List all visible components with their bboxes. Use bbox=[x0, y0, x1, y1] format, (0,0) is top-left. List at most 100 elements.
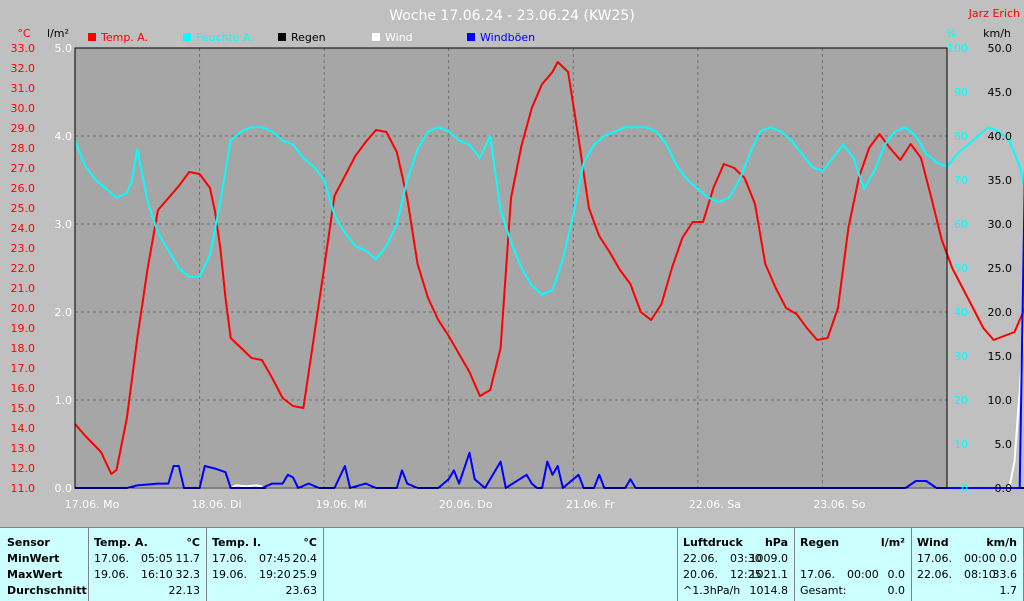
stats-temp_i-block: Temp. I. °C 17.06. 07:45 20.4 19.06. 19:20 25.9… bbox=[207, 528, 324, 601]
stats-regen-time: 00:00 bbox=[847, 568, 879, 581]
wind-tick-label: 5.0 bbox=[995, 438, 1013, 451]
stats-row-label: MaxWert bbox=[7, 568, 63, 581]
stats-row-label: MinWert bbox=[7, 552, 60, 565]
wind-tick-label: 30.0 bbox=[988, 218, 1013, 231]
legend-label: Windböen bbox=[480, 31, 535, 44]
day-tick-label: 21.06. Fr bbox=[566, 498, 615, 511]
series-line-1 bbox=[74, 126, 1024, 296]
grid bbox=[75, 48, 947, 488]
humidity-tick-label: 70 bbox=[954, 174, 968, 187]
stats-temp_i-value: 25.9 bbox=[292, 568, 318, 581]
temp-tick-label: 11.0 bbox=[11, 482, 36, 495]
stats-luftdruck-header: Luftdruck bbox=[683, 536, 743, 549]
rain-tick-label: 0.0 bbox=[55, 482, 73, 495]
temp-tick-label: 18.0 bbox=[11, 342, 36, 355]
stats-temp_a-value: 32.3 bbox=[175, 568, 201, 581]
humidity-tick-label: 90 bbox=[954, 86, 968, 99]
temp-tick-label: 26.0 bbox=[11, 182, 36, 195]
stats-wind-date: 17.06. bbox=[917, 552, 952, 565]
stats-luftdruck-date: ^1.3hPa/h bbox=[683, 584, 741, 597]
day-tick-label: 18.06. Di bbox=[192, 498, 242, 511]
stats-panel: Sensor MinWert MaxWert Durchschnitt Temp. A.… bbox=[0, 527, 1024, 601]
temp-tick-label: 16.0 bbox=[11, 382, 36, 395]
temp-tick-label: 25.0 bbox=[11, 202, 36, 215]
temp-tick-label: 30.0 bbox=[11, 102, 36, 115]
wind-tick-label: 0.0 bbox=[995, 482, 1013, 495]
humidity-tick-label: 100 bbox=[947, 42, 968, 55]
stats-wind-block: Wind km/h 17.06. 00:00 0.0 22.06. 08:10 33.6 1.7 bbox=[912, 528, 1024, 601]
stats-wind-value: 1.7 bbox=[999, 584, 1018, 597]
day-tick-label: 23.06. So bbox=[813, 498, 865, 511]
stats-luftdruck-value: 1009.0 bbox=[749, 552, 789, 565]
stats-temp_a-time: 16:10 bbox=[141, 568, 173, 581]
stats-luftdruck-date: 20.06. bbox=[683, 568, 718, 581]
stats-regen-value: 0.0 bbox=[887, 568, 906, 581]
temp-tick-label: 32.0 bbox=[11, 62, 36, 75]
stats-wind-value: 0.0 bbox=[999, 552, 1018, 565]
temp-tick-label: 19.0 bbox=[11, 322, 36, 335]
humidity-tick-label: 60 bbox=[954, 218, 968, 231]
plot-frame bbox=[74, 47, 948, 489]
stats-regen-date: 17.06. bbox=[800, 568, 835, 581]
humidity-tick-label: 40 bbox=[954, 306, 968, 319]
rain-tick-label: 3.0 bbox=[55, 218, 73, 231]
stats-sensor-header: Sensor bbox=[7, 536, 50, 549]
chart-title: Woche 17.06.24 - 23.06.24 (KW25) bbox=[389, 8, 635, 24]
weather-chart: 17.06. Mo 18.06. Di 19.06. Mi 20.06. Do 21.0… bbox=[11, 7, 1024, 511]
stats-regen-value: 0.0 bbox=[887, 584, 906, 597]
axis-ticks: 17.06. Mo 18.06. Di 19.06. Mi 20.06. Do 21.0… bbox=[11, 42, 1013, 511]
temp-tick-label: 24.0 bbox=[11, 222, 36, 235]
unit-wind: km/h bbox=[983, 27, 1011, 40]
stats-temp_a-header: Temp. A. bbox=[94, 536, 148, 549]
legend-swatch bbox=[467, 33, 475, 41]
stats-luftdruck-time: 12:25 bbox=[730, 568, 762, 581]
wind-tick-label: 20.0 bbox=[988, 306, 1013, 319]
wind-tick-label: 45.0 bbox=[988, 86, 1013, 99]
wind-tick-label: 10.0 bbox=[988, 394, 1013, 407]
stats-row-label: Durchschnitt bbox=[7, 584, 87, 597]
legend-swatch bbox=[278, 33, 286, 41]
rain-tick-label: 2.0 bbox=[55, 306, 73, 319]
stats-temp_a-time: 05:05 bbox=[141, 552, 173, 565]
temp-tick-label: 17.0 bbox=[11, 362, 36, 375]
legend-label: Wind bbox=[385, 31, 413, 44]
stats-temp_a-value: 11.7 bbox=[175, 552, 201, 565]
day-tick-label: 17.06. Mo bbox=[65, 498, 120, 511]
rain-tick-label: 1.0 bbox=[55, 394, 73, 407]
stats-regen-unit: l/m² bbox=[880, 536, 905, 549]
plot-area bbox=[75, 48, 947, 488]
temp-tick-label: 28.0 bbox=[11, 142, 36, 155]
stats-wind-time: 08:10 bbox=[964, 568, 996, 581]
stats-luftdruck-value: 1021.1 bbox=[749, 568, 789, 581]
wind-tick-label: 35.0 bbox=[988, 174, 1013, 187]
temp-tick-label: 31.0 bbox=[11, 82, 36, 95]
stats-luftdruck-unit: hPa bbox=[764, 536, 788, 549]
wind-tick-label: 40.0 bbox=[988, 130, 1013, 143]
stats-wind-header: Wind bbox=[917, 536, 949, 549]
legend-label: Temp. A. bbox=[100, 31, 148, 44]
stats-temp_a-date: 17.06. bbox=[94, 552, 129, 565]
stats-temp_i-date: 19.06. bbox=[212, 568, 247, 581]
stats-wind-date: 22.06. bbox=[917, 568, 952, 581]
stats-temp_i-value: 20.4 bbox=[292, 552, 318, 565]
stats-luftdruck-value: 1014.8 bbox=[749, 584, 789, 597]
temp-tick-label: 23.0 bbox=[11, 242, 36, 255]
humidity-tick-label: 50 bbox=[954, 262, 968, 275]
stats-empty-block bbox=[324, 528, 678, 601]
temp-tick-label: 21.0 bbox=[11, 282, 36, 295]
temp-tick-label: 12.0 bbox=[11, 462, 36, 475]
stats-regen-block: Regen l/m² 17.06. 00:00 0.0 Gesamt: 0.0 bbox=[795, 528, 912, 601]
stats-regen-date: Gesamt: bbox=[800, 584, 847, 597]
rain-tick-label: 4.0 bbox=[55, 130, 73, 143]
stats-wind-unit: km/h bbox=[986, 536, 1017, 549]
humidity-tick-label: 0 bbox=[961, 482, 968, 495]
stats-temp_a-value: 22.13 bbox=[168, 584, 201, 597]
stats-temp_i-date: 17.06. bbox=[212, 552, 247, 565]
stats-luftdruck-time: 03:30 bbox=[730, 552, 762, 565]
stats-sensor-block: Sensor MinWert MaxWert Durchschnitt bbox=[0, 528, 89, 601]
wind-tick-label: 15.0 bbox=[988, 350, 1013, 363]
temp-tick-label: 29.0 bbox=[11, 122, 36, 135]
humidity-tick-label: 20 bbox=[954, 394, 968, 407]
stats-temp_i-time: 07:45 bbox=[259, 552, 291, 565]
legend-label: Feuchte A. bbox=[196, 31, 254, 44]
